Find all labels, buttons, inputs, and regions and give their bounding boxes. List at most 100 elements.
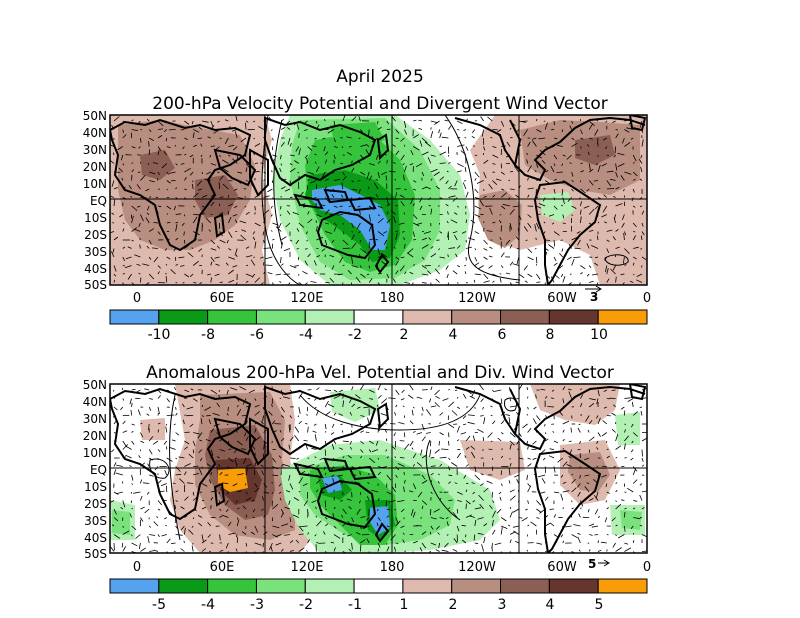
lon-labels-total: 0 60E 120E 180 120W 60W 0	[133, 291, 651, 306]
wind-vector	[446, 170, 449, 173]
wind-vector	[252, 508, 256, 513]
wind-vector	[285, 490, 291, 493]
wind-vector	[412, 453, 417, 459]
wind-vector	[131, 474, 134, 481]
wind-vector	[508, 467, 511, 476]
wind-vector	[146, 413, 150, 416]
lon-label: 0	[133, 560, 141, 575]
wind-vector	[351, 256, 354, 264]
wind-vector	[457, 144, 465, 147]
wind-vector	[349, 411, 352, 416]
wind-vector	[166, 146, 171, 149]
wind-vector	[456, 439, 460, 442]
wind-vector	[385, 500, 388, 507]
wind-vector	[294, 426, 300, 433]
wind-vector	[602, 205, 608, 213]
lon-label: 180	[380, 560, 405, 575]
wind-vector	[122, 246, 126, 249]
wind-vector	[395, 204, 398, 207]
wind-vector	[404, 479, 406, 484]
wind-vector	[597, 188, 601, 190]
wind-vector	[633, 178, 636, 181]
wind-vector	[331, 171, 335, 174]
wind-vector	[580, 170, 585, 173]
wind-vector	[624, 547, 632, 552]
wind-vector	[237, 473, 244, 476]
wind-vector	[191, 545, 194, 552]
wind-vector	[498, 219, 502, 224]
wind-vector	[175, 406, 177, 410]
wind-vector	[113, 279, 115, 283]
wind-vector	[298, 148, 301, 156]
wind-vector	[111, 251, 115, 258]
wind-vector	[597, 389, 600, 397]
wind-vector	[140, 432, 144, 438]
wind-vector	[636, 273, 643, 277]
wind-vector	[157, 429, 159, 433]
wind-vector	[280, 242, 284, 249]
wind-vector	[324, 523, 329, 527]
wind-vector	[316, 520, 322, 527]
wind-vector	[315, 506, 317, 510]
wind-vector	[570, 427, 572, 433]
lat-label: 10N	[83, 177, 107, 191]
wind-vector	[524, 280, 528, 283]
wind-vector	[153, 521, 159, 527]
wind-vector	[391, 116, 396, 122]
wind-vector	[417, 491, 423, 498]
wind-vector	[571, 500, 573, 503]
wind-vector	[377, 205, 383, 209]
wind-vector	[526, 413, 528, 416]
wind-vector	[589, 137, 593, 140]
wind-vector	[508, 417, 511, 425]
wind-vector	[526, 474, 528, 481]
wind-vector	[579, 440, 581, 445]
wind-vector	[209, 154, 212, 158]
wind-vector	[577, 532, 581, 535]
wind-vector	[210, 201, 215, 207]
wind-vector	[298, 420, 302, 425]
wind-vector	[588, 123, 594, 130]
wind-vector	[125, 256, 132, 260]
wind-vector	[262, 542, 264, 548]
wind-vector	[400, 398, 405, 401]
wind-vector	[603, 389, 607, 393]
wind-vector	[329, 277, 335, 283]
wind-vector	[351, 265, 359, 268]
wind-vector	[631, 401, 634, 408]
wind-vector	[360, 415, 365, 417]
colorbar-swatch	[109, 578, 160, 594]
wind-vector	[615, 246, 620, 249]
wind-vector	[157, 395, 161, 399]
wind-vector	[536, 415, 541, 421]
wind-vector	[338, 273, 343, 276]
wind-vector	[289, 142, 292, 147]
wind-vector	[605, 120, 608, 123]
lon-label: 180	[380, 291, 405, 306]
wind-vector	[222, 167, 229, 173]
colorbar-label: 4	[449, 327, 458, 343]
wind-vector	[360, 144, 368, 147]
wind-vector	[298, 491, 301, 493]
colorbar-label: -4	[201, 597, 215, 613]
wind-vector	[212, 412, 220, 416]
wind-vector	[180, 129, 185, 131]
wind-vector	[263, 239, 265, 243]
wind-vector	[175, 187, 177, 190]
wind-vector	[439, 456, 447, 459]
wind-vector	[197, 137, 203, 139]
wind-vector	[632, 532, 635, 535]
wind-vector	[474, 231, 480, 235]
wind-vector	[553, 239, 556, 247]
wind-vector	[201, 212, 205, 215]
wind-vector	[527, 177, 529, 181]
wind-vector	[571, 142, 578, 147]
wind-vector	[192, 440, 196, 447]
wind-vector	[199, 439, 203, 442]
wind-vector	[421, 500, 428, 506]
wind-vector	[148, 525, 152, 528]
wind-vector	[180, 525, 185, 531]
wind-vector	[465, 550, 469, 552]
wind-vector	[324, 449, 327, 456]
wind-vector	[411, 508, 414, 516]
